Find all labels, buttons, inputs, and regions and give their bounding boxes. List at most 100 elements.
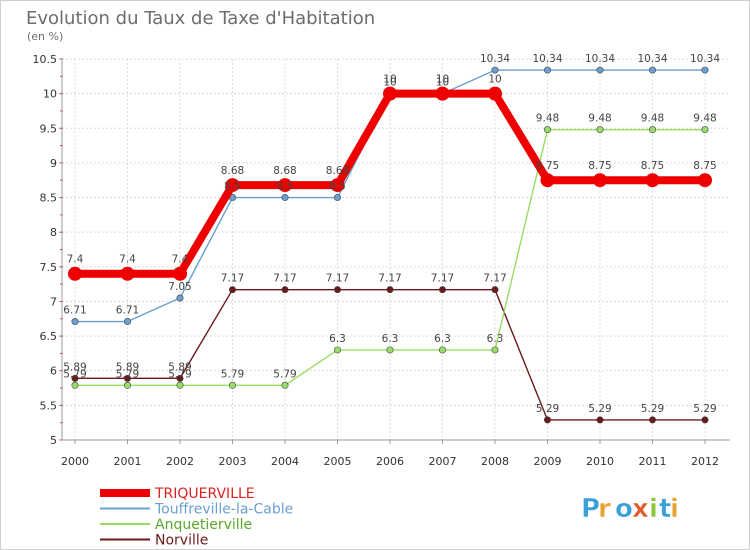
data-point (386, 346, 394, 354)
data-label: 10 (488, 74, 501, 86)
data-point (71, 374, 79, 382)
data-point (540, 173, 555, 188)
data-label: 8.68 (326, 165, 349, 177)
data-label: 7.17 (431, 273, 454, 285)
data-point (543, 66, 551, 74)
logo-letter: r (598, 494, 611, 524)
data-label: 6.3 (434, 333, 451, 345)
data-point (438, 346, 446, 354)
data-point (173, 266, 187, 281)
y-tick-label: 9.5 (40, 122, 58, 135)
series-layer (68, 66, 712, 424)
legend: TRIQUERVILLETouffreville-la-CableAnqueti… (100, 486, 293, 549)
legend-entry: Anquetierville (155, 517, 252, 533)
data-point (386, 286, 394, 294)
y-tick-label: 9 (50, 157, 57, 170)
data-point (176, 294, 184, 302)
data-label: 5.79 (63, 368, 86, 380)
x-tick-label: 2000 (61, 455, 89, 468)
legend-entry: Norville (155, 533, 208, 549)
data-label: 5.79 (168, 368, 191, 380)
data-point (438, 286, 446, 294)
logo-letter: P (581, 494, 600, 524)
logo-letter: t (659, 494, 671, 524)
data-label: 10 (436, 77, 449, 89)
data-label: 9.48 (536, 113, 559, 125)
data-label: 7.4 (172, 254, 189, 266)
logo-letter: i (670, 494, 679, 524)
data-point (333, 346, 341, 354)
data-point (596, 416, 604, 424)
data-point (648, 416, 656, 424)
proxiti-logo: Pr o x i ti (581, 494, 679, 525)
data-label: 5.29 (641, 403, 664, 415)
data-label: 6.3 (329, 333, 346, 345)
data-label: 8.75 (588, 160, 611, 172)
data-label: 10.34 (532, 53, 562, 65)
data-point (491, 286, 499, 294)
data-label: 5.29 (536, 403, 559, 415)
data-point (543, 126, 551, 134)
logo-letter: o (615, 494, 633, 524)
x-tick-label: 2012 (691, 455, 719, 468)
data-point (281, 381, 289, 389)
data-label: 10 (383, 77, 396, 89)
data-point (491, 66, 499, 74)
data-label: 8.5 (224, 181, 241, 193)
data-label: 5.79 (273, 368, 296, 380)
data-point (124, 318, 132, 326)
x-tick-label: 2006 (376, 455, 404, 468)
data-label: 10.34 (637, 53, 667, 65)
data-label: 10.34 (585, 53, 615, 65)
x-tick-label: 2003 (219, 455, 247, 468)
y-axis-unit-label: (en %) (27, 30, 63, 43)
x-tick-label: 2010 (586, 455, 614, 468)
x-tick-label: 2002 (166, 455, 194, 468)
data-point (543, 416, 551, 424)
data-point (701, 416, 709, 424)
data-label: 5.29 (588, 403, 611, 415)
y-tick-label: 5 (50, 434, 57, 447)
data-label: 6.3 (382, 333, 399, 345)
data-point (645, 173, 660, 188)
x-tick-label: 2005 (324, 455, 352, 468)
data-label: 7.4 (67, 254, 84, 266)
y-tick-label: 6 (50, 365, 57, 378)
data-point (229, 286, 237, 294)
data-point (281, 286, 289, 294)
data-point (648, 126, 656, 134)
data-label: 8.5 (329, 181, 346, 193)
data-point (333, 194, 341, 202)
data-point (596, 126, 604, 134)
x-tick-label: 2001 (114, 455, 142, 468)
data-label: 5.79 (221, 368, 244, 380)
data-label: 7.17 (483, 273, 506, 285)
data-label: 8.5 (277, 181, 294, 193)
data-point (593, 173, 607, 188)
y-tick-label: 6.5 (40, 330, 58, 343)
data-label: 5.89 (116, 361, 139, 373)
data-point (648, 66, 656, 74)
data-point (491, 346, 499, 354)
y-tick-label: 8.5 (40, 192, 58, 205)
data-label: 10 (383, 74, 396, 86)
chart-title: Evolution du Taux de Taxe d'Habitation (26, 8, 375, 29)
data-label: 7.4 (119, 254, 136, 266)
data-point (383, 86, 397, 101)
data-point (333, 286, 341, 294)
data-label: 5.29 (693, 403, 716, 415)
y-tick-label: 7 (50, 295, 57, 308)
data-point (330, 178, 345, 193)
logo-letter: x (632, 494, 649, 524)
data-point (120, 266, 135, 281)
data-point (435, 86, 450, 101)
data-label: 8.75 (536, 160, 559, 172)
data-label: 8.68 (221, 165, 244, 177)
data-label: 7.17 (221, 273, 244, 285)
data-label: 9.48 (588, 113, 611, 125)
data-label: 8.68 (273, 165, 296, 177)
data-label: 7.05 (168, 281, 191, 293)
data-point (488, 86, 502, 101)
data-label: 10 (436, 74, 449, 86)
data-label: 6.71 (116, 305, 139, 317)
